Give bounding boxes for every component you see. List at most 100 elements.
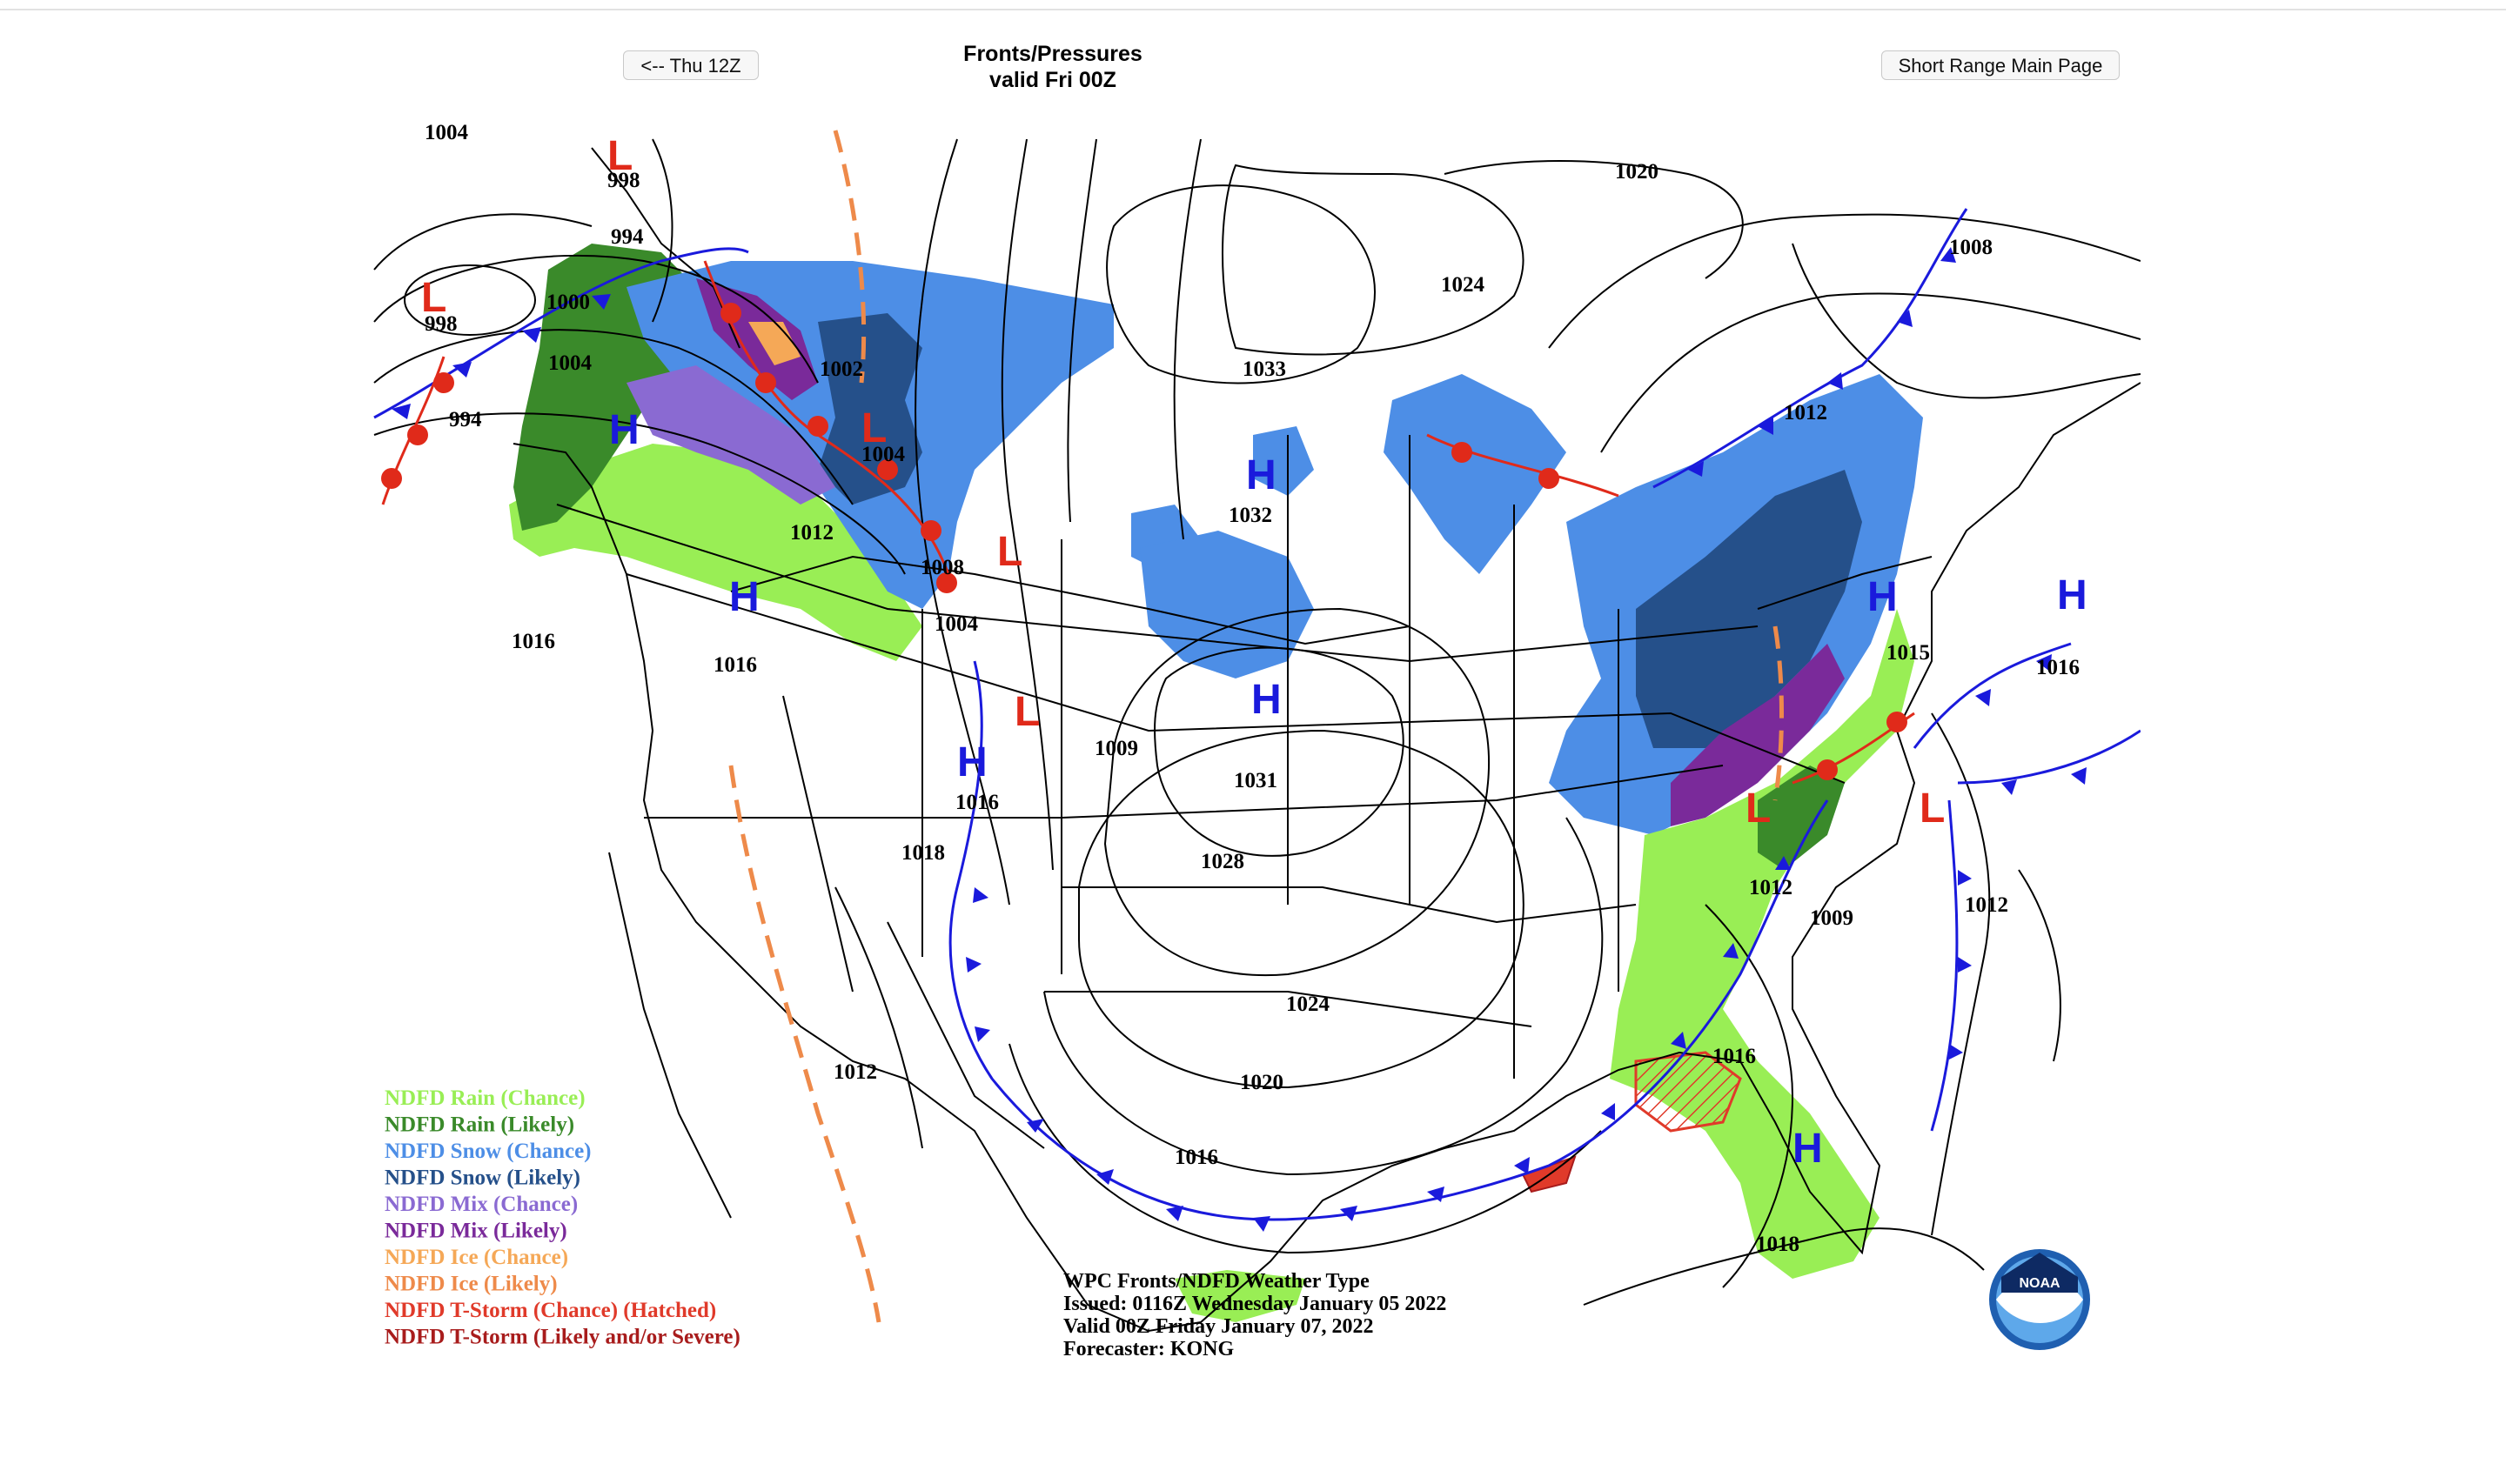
isobar-label: 1012 (1965, 893, 2008, 917)
isobar-label: 1016 (2036, 656, 2080, 679)
page-title: Fronts/Pressures (963, 42, 1142, 66)
isobar-label: 1009 (1095, 737, 1138, 760)
noaa-logo: NOAA (1989, 1249, 2090, 1350)
pressure-centers: L L L L L L L H H H H H H H H (421, 133, 2087, 1172)
high-pressure-center: H (1251, 677, 1282, 723)
trough-west (728, 765, 881, 1323)
legend-item: NDFD Snow (Chance) (385, 1140, 592, 1163)
rain-likely-area-carolinas (1758, 765, 1845, 870)
cold-front-northeast (1652, 208, 1968, 489)
snow-likely-area-rockies (818, 313, 922, 505)
isobar-label: 1016 (955, 791, 999, 814)
low-pressure-center: L (1920, 785, 1945, 832)
isobar-label: 1028 (1201, 850, 1244, 873)
previous-time-button[interactable]: <-- Thu 12Z (623, 50, 759, 80)
isobar-label: 1020 (1240, 1071, 1283, 1094)
isobar-label: 1000 (546, 291, 590, 314)
low-pressure-center: L (997, 529, 1022, 575)
mix-chance-area-northwest (626, 365, 835, 505)
isobar-label: 998 (607, 169, 640, 192)
isobar-label: 1008 (1949, 236, 1993, 259)
precipitation-legend: NDFD Rain (Chance) NDFD Rain (Likely) NDFD… (385, 1086, 740, 1349)
legend-item: NDFD Rain (Likely) (385, 1113, 574, 1137)
isobar-label: 1024 (1286, 993, 1330, 1016)
isobar-label: 1009 (1810, 906, 1853, 930)
high-pressure-center: H (2057, 572, 2087, 618)
isobar-label: 1008 (921, 556, 964, 579)
high-pressure-center: H (1867, 574, 1898, 620)
snow-likely-area-northeast (1636, 470, 1862, 748)
low-pressure-center: L (1745, 785, 1771, 832)
snow-chance-area-plains-2 (1140, 531, 1314, 678)
isobar-label: 1004 (935, 612, 979, 636)
isobar-label: 1031 (1234, 769, 1277, 792)
isobar-label: 1016 (512, 630, 555, 653)
ice-chance-area-northwest (748, 322, 801, 365)
precipitation-areas (509, 244, 1923, 1322)
low-pressure-center: L (1015, 689, 1040, 735)
high-pressure-center: H (729, 574, 760, 620)
snow-chance-area-dakotas (1253, 426, 1314, 496)
high-pressure-center: H (1246, 452, 1276, 498)
isobar-label: 1018 (1756, 1233, 1799, 1256)
low-pressure-center: L (421, 275, 446, 321)
isobar-label: 1015 (1886, 641, 1930, 665)
page-subtitle-valid-time: valid Fri 00Z (989, 68, 1116, 92)
pressure-labels: 1004 998 994 1000 998 1004 994 1002 1004… (425, 122, 2080, 1256)
cold-front-southwest (948, 660, 1829, 1221)
high-pressure-center: H (1792, 1126, 1823, 1172)
isobar-label: 1016 (714, 653, 757, 677)
legend-item: NDFD Ice (Chance) (385, 1246, 568, 1269)
noaa-logo-text: NOAA (2019, 1276, 2060, 1291)
surface-fronts-map: 1004 998 994 1000 998 1004 994 1002 1004… (365, 122, 2141, 1362)
product-name: WPC Fronts/NDFD Weather Type (1063, 1270, 1370, 1293)
warm-front-atlantic (1957, 729, 2141, 785)
legend-item: NDFD Rain (Chance) (385, 1086, 586, 1110)
legend-item: NDFD Mix (Chance) (385, 1193, 578, 1216)
rain-chance-area-south-texas (1175, 1270, 1305, 1322)
legend-item: NDFD T-Storm (Chance) (Hatched) (385, 1299, 716, 1322)
isobar-label: 1012 (1784, 401, 1827, 424)
isobar-label: 998 (425, 312, 458, 336)
isobar-label: 1012 (834, 1060, 877, 1084)
cold-front-atlantic-south (1930, 799, 1959, 1132)
forecaster: Forecaster: KONG (1063, 1338, 1234, 1360)
isobar-label: 1033 (1243, 358, 1286, 381)
issued-time: Issued: 0116Z Wednesday January 05 2022 (1063, 1293, 1446, 1315)
short-range-main-page-button[interactable]: Short Range Main Page (1881, 50, 2120, 80)
high-pressure-center: H (957, 739, 988, 785)
legend-item: NDFD T-Storm (Likely and/or Severe) (385, 1326, 740, 1349)
warm-front-great-lakes (1426, 433, 1619, 498)
isobar-label: 1012 (790, 521, 834, 545)
legend-item: NDFD Mix (Likely) (385, 1220, 567, 1243)
isobar-label: 1004 (861, 443, 906, 466)
fronts (373, 130, 2141, 1323)
mix-likely-area-mid-atlantic (1671, 644, 1845, 826)
isobar-label: 1018 (901, 841, 945, 865)
geographic-boundaries (513, 147, 2141, 1333)
high-pressure-center: H (609, 407, 640, 453)
isobar-label: 994 (611, 225, 644, 249)
legend-item: NDFD Ice (Likely) (385, 1273, 558, 1296)
isobar-label: 1012 (1749, 876, 1792, 899)
isobar-label: 1032 (1229, 504, 1272, 527)
low-pressure-center: L (607, 133, 633, 179)
isobar-label: 1016 (1175, 1146, 1218, 1169)
isobar-label: 1002 (820, 358, 863, 381)
legend-item: NDFD Snow (Likely) (385, 1166, 580, 1190)
isobar-label: 1004 (425, 122, 469, 144)
rain-chance-area-northwest (509, 444, 922, 661)
isobar-label: 1004 (548, 351, 593, 375)
product-info: WPC Fronts/NDFD Weather Type Issued: 011… (1063, 1270, 1446, 1360)
isobar-label: 994 (449, 408, 482, 431)
trough-mid-atlantic (1772, 625, 1784, 801)
isobar-label: 1016 (1712, 1045, 1756, 1068)
isobar-label: 1020 (1615, 160, 1658, 184)
low-pressure-center: L (861, 405, 887, 451)
cold-front-atlantic (1913, 642, 2072, 749)
valid-time: Valid 00Z Friday January 07, 2022 (1063, 1315, 1374, 1338)
browser-top-divider (0, 0, 2506, 10)
isobar-label: 1024 (1441, 273, 1485, 297)
snow-chance-area-great-lakes (1384, 374, 1566, 574)
trough-northwest (833, 130, 867, 384)
